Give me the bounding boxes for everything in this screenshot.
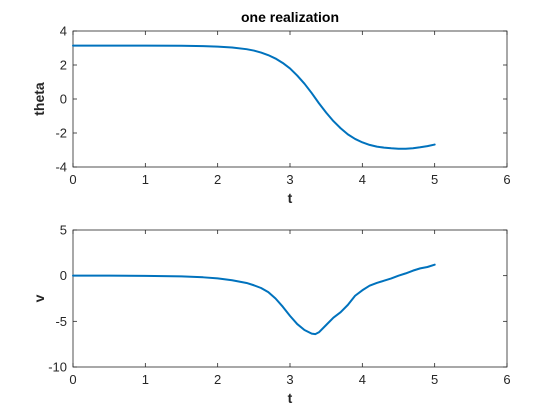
x-tick-label: 6	[503, 172, 510, 187]
subplot-1: 0 1 2 3 4 5 6 -4 -2 0 2 4 t theta one realization	[31, 9, 511, 206]
axes-frame	[72, 229, 508, 368]
x-tick-label: 4	[359, 372, 366, 387]
x-tick-label: 3	[286, 372, 293, 387]
x-tick-label: 2	[214, 172, 221, 187]
x-tick-label: 0	[69, 372, 76, 387]
x-tick-label: 5	[431, 372, 438, 387]
axes-frame	[72, 30, 508, 168]
subplot-2: 0 1 2 3 4 5 6 -10 -5 0 5 t v	[31, 223, 511, 407]
y-tick-label: 0	[60, 92, 67, 107]
y-axis-label: v	[31, 294, 47, 302]
x-tick-label: 5	[431, 172, 438, 187]
x-axis-label: t	[288, 190, 293, 206]
x-tick-label: 4	[359, 172, 366, 187]
y-tick-label: 2	[60, 58, 67, 73]
series-line-1	[72, 44, 436, 150]
x-tick-label: 1	[142, 172, 149, 187]
x-tick-label: 3	[286, 172, 293, 187]
x-tick-label: 2	[214, 372, 221, 387]
y-tick-label: -2	[55, 126, 67, 141]
chart-title: one realization	[241, 9, 339, 25]
y-tick-label: 5	[60, 223, 67, 238]
x-axis-label: t	[288, 390, 293, 406]
y-tick-label: -4	[55, 160, 67, 175]
y-tick-label: -5	[55, 314, 67, 329]
y-tick-label: 0	[60, 268, 67, 283]
y-tick-label: -10	[48, 360, 67, 375]
series-line-1	[72, 263, 436, 336]
y-axis-label: theta	[31, 82, 47, 116]
x-tick-label: 1	[142, 372, 149, 387]
x-tick-label: 0	[69, 172, 76, 187]
y-tick-label: 4	[60, 24, 67, 39]
x-tick-label: 6	[503, 372, 510, 387]
